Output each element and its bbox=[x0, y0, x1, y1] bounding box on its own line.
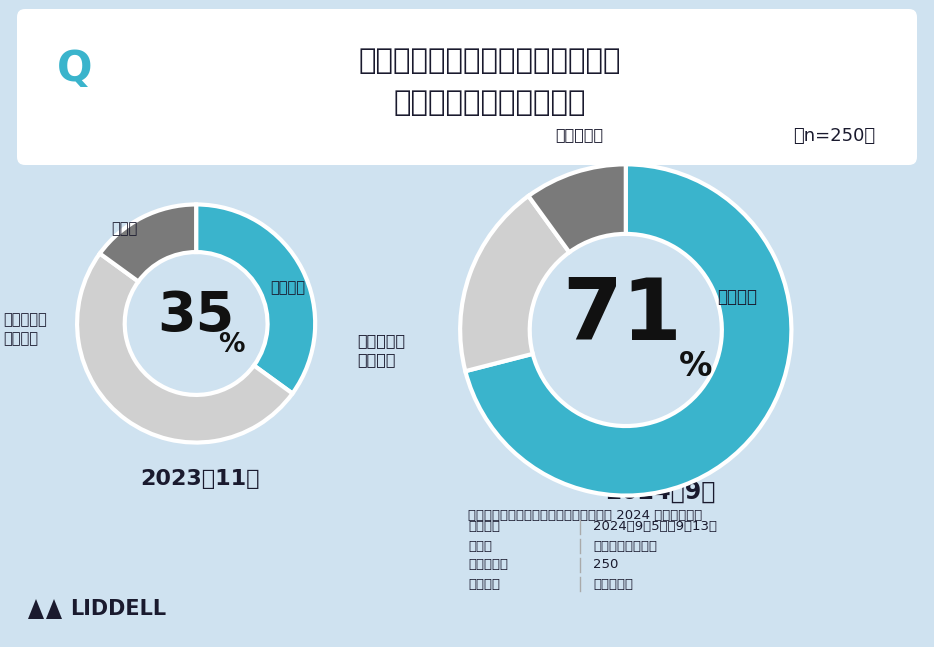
Text: インフルエンサー: インフルエンサー bbox=[593, 540, 657, 553]
Text: ステルスマーケティングの依頼は: ステルスマーケティングの依頼は bbox=[359, 47, 621, 75]
Wedge shape bbox=[465, 164, 791, 496]
Text: どちらとも
言えない: どちらとも 言えない bbox=[358, 333, 405, 367]
Polygon shape bbox=[28, 599, 44, 619]
FancyBboxPatch shape bbox=[17, 9, 917, 165]
Text: サンプル数: サンプル数 bbox=[468, 558, 508, 571]
Polygon shape bbox=[46, 599, 62, 619]
Text: %: % bbox=[679, 350, 712, 383]
Text: 「ステルスマーケティングに関する調査 2024 アンケート」: 「ステルスマーケティングに関する調査 2024 アンケート」 bbox=[468, 509, 702, 522]
Text: （n=250）: （n=250） bbox=[793, 127, 875, 145]
Text: 減少した: 減少した bbox=[717, 288, 757, 306]
Text: Q: Q bbox=[57, 48, 92, 90]
Text: どちらとも
言えない: どちらとも 言えない bbox=[4, 313, 47, 346]
Text: 減少したと感じますか？: 減少したと感じますか？ bbox=[394, 89, 587, 117]
Text: オンライン: オンライン bbox=[593, 578, 633, 591]
Wedge shape bbox=[100, 204, 196, 281]
Text: 35: 35 bbox=[158, 289, 234, 344]
Text: 調査期間: 調査期間 bbox=[468, 520, 500, 534]
Text: 250: 250 bbox=[593, 558, 618, 571]
Wedge shape bbox=[196, 204, 315, 393]
Wedge shape bbox=[460, 196, 570, 371]
Wedge shape bbox=[78, 254, 292, 443]
Text: 2023年11月: 2023年11月 bbox=[140, 469, 260, 489]
Text: 減少した: 減少した bbox=[270, 280, 304, 295]
Text: 調査方法: 調査方法 bbox=[468, 578, 500, 591]
Text: 2024年9月5日〜9月13日: 2024年9月5日〜9月13日 bbox=[593, 520, 717, 534]
Wedge shape bbox=[529, 164, 626, 252]
Text: %: % bbox=[219, 332, 245, 358]
Text: 増えた: 増えた bbox=[111, 221, 138, 236]
Text: LIDDELL: LIDDELL bbox=[70, 599, 166, 619]
Text: 71: 71 bbox=[562, 275, 683, 358]
Text: 2024年9月: 2024年9月 bbox=[605, 480, 715, 504]
Text: 変わらない: 変わらない bbox=[556, 127, 603, 142]
Text: 回答者: 回答者 bbox=[468, 540, 492, 553]
